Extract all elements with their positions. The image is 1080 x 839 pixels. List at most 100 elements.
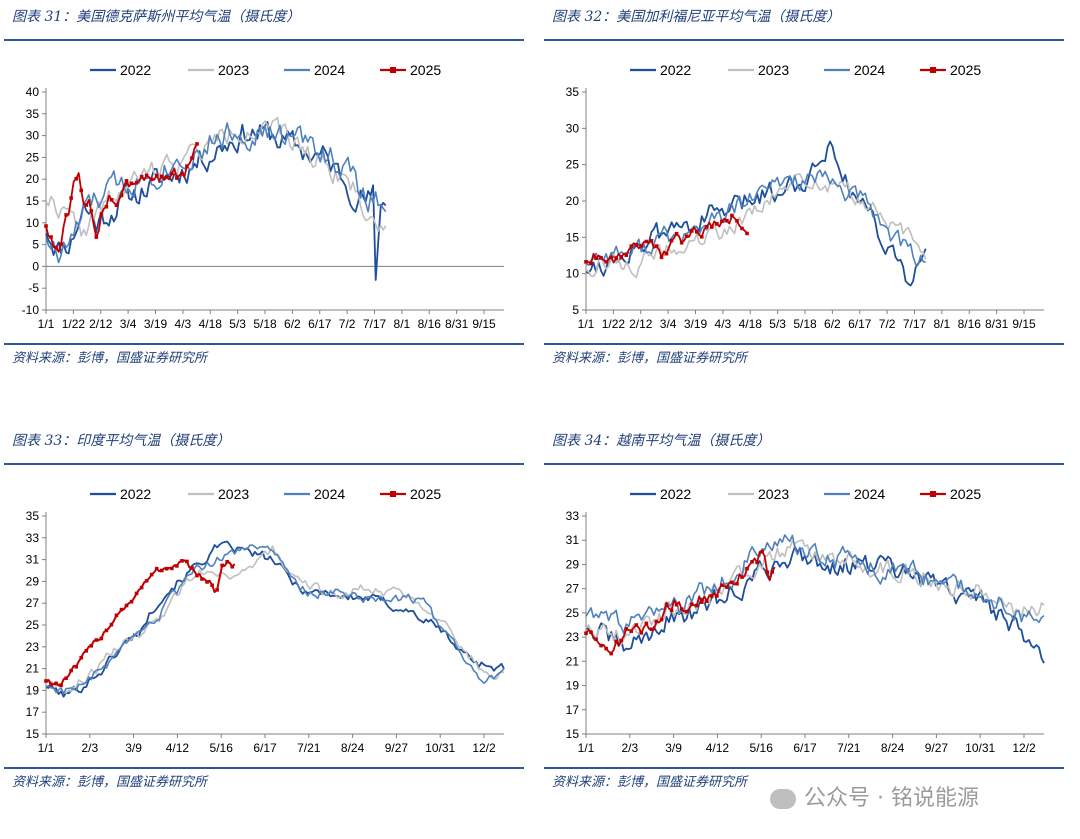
series-marker-2025 <box>175 564 179 568</box>
chart-title: 图表 34：越南平均气温（摄氏度） <box>552 433 771 449</box>
legend-label: 2025 <box>950 486 981 502</box>
series-marker-2025 <box>694 229 699 234</box>
series-marker-2025 <box>180 171 184 176</box>
y-tick-label: 17 <box>26 705 40 719</box>
series-marker-2025 <box>740 575 744 579</box>
series-marker-2025 <box>674 231 679 236</box>
series-marker-2025 <box>205 580 209 584</box>
legend-label: 2024 <box>314 486 345 502</box>
x-tick-label: 6/2 <box>284 317 301 331</box>
legend-label: 2025 <box>950 62 981 78</box>
y-tick-label: 27 <box>566 582 580 596</box>
series-marker-2025 <box>669 238 674 243</box>
watermark: 公众号 · 铭说能源 <box>770 780 979 812</box>
y-tick-label: 35 <box>26 509 40 523</box>
series-marker-2025 <box>649 238 654 243</box>
series-marker-2025 <box>674 602 679 607</box>
title-rule <box>4 39 524 41</box>
x-tick-label: 2/12 <box>89 317 113 331</box>
series-marker-2025 <box>609 255 613 260</box>
series-marker-2025 <box>149 572 154 577</box>
series-line-2025 <box>45 143 198 253</box>
series-marker-2025 <box>629 244 634 248</box>
y-tick-label: 10 <box>26 216 40 230</box>
y-tick-label: -5 <box>28 281 39 295</box>
series-marker-2025 <box>64 213 68 217</box>
series-marker-2025 <box>619 255 624 260</box>
y-tick-label: 15 <box>26 194 40 208</box>
series-marker-2025 <box>59 683 63 687</box>
series-marker-2025 <box>69 196 73 200</box>
legend-marker <box>930 67 936 73</box>
series-marker-2025 <box>170 171 174 176</box>
legend-label: 2023 <box>218 62 249 78</box>
y-tick-label: 23 <box>566 630 580 644</box>
series-marker-2025 <box>715 222 719 226</box>
x-tick-label: 8/24 <box>341 741 365 755</box>
series-marker-2025 <box>134 591 139 596</box>
series-marker-2025 <box>79 188 84 193</box>
series-marker-2025 <box>720 583 724 587</box>
title-rule <box>4 463 524 465</box>
series-marker-2025 <box>180 559 184 563</box>
series-marker-2025 <box>654 244 659 248</box>
series-marker-2025 <box>124 603 129 608</box>
legend-item: 2022 <box>630 62 691 78</box>
legend-item: 2023 <box>188 486 249 502</box>
legend-label: 2024 <box>854 62 885 78</box>
y-tick-label: 21 <box>566 654 580 668</box>
legend-marker <box>390 491 396 497</box>
y-tick-label: 29 <box>26 574 40 588</box>
title-rule <box>544 39 1064 41</box>
x-tick-label: 8/16 <box>418 317 442 331</box>
series-marker-2025 <box>94 638 99 642</box>
series-marker-2025 <box>664 602 669 607</box>
x-tick-label: 8/16 <box>958 317 982 331</box>
y-tick-label: 25 <box>26 618 40 632</box>
series-marker-2025 <box>745 231 749 236</box>
legend-item: 2022 <box>630 486 691 502</box>
x-tick-label: 1/1 <box>578 741 595 755</box>
x-tick-label: 5/18 <box>793 317 817 331</box>
legend-item: 2025 <box>920 62 981 78</box>
series-marker-2025 <box>164 566 169 571</box>
series-marker-2025 <box>64 676 68 680</box>
series-marker-2025 <box>634 243 639 247</box>
legend-label: 2024 <box>314 62 345 78</box>
series-marker-2025 <box>89 643 94 648</box>
legend-item: 2022 <box>90 62 151 78</box>
x-tick-label: 6/17 <box>308 317 332 331</box>
series-marker-2025 <box>604 646 608 651</box>
series-marker-2025 <box>149 177 154 182</box>
series-marker-2025 <box>710 594 714 598</box>
series-marker-2025 <box>114 203 119 207</box>
series-marker-2025 <box>624 627 629 631</box>
series-marker-2025 <box>195 142 199 146</box>
source-rule <box>544 767 1064 769</box>
x-tick-label: 8/1 <box>934 317 951 331</box>
series-line-2022 <box>585 545 1045 664</box>
series-marker-2025 <box>54 245 58 250</box>
series-marker-2025 <box>589 630 593 635</box>
series-line-2022 <box>585 140 927 287</box>
series-marker-2025 <box>740 226 744 231</box>
source-note: 资料来源：彭博，国盛证券研究所 <box>12 351 208 366</box>
y-tick-label: 20 <box>26 172 40 186</box>
title-rule <box>544 463 1064 465</box>
chart-title: 图表 32：美国加利福尼亚平均气温（摄氏度） <box>552 9 841 25</box>
legend-item: 2022 <box>90 486 151 502</box>
series-marker-2025 <box>720 219 724 224</box>
series-line-2024 <box>585 534 1045 634</box>
series-marker-2025 <box>84 203 89 207</box>
x-tick-label: 10/31 <box>965 741 995 755</box>
chart-panel-california: 图表 32：美国加利福尼亚平均气温（摄氏度） 5 10 15 20 25 30 35 1/1 1… <box>544 0 1064 410</box>
x-tick-label: 3/4 <box>120 317 137 331</box>
series-marker-2025 <box>139 585 144 590</box>
series-marker-2025 <box>104 204 109 209</box>
series-marker-2025 <box>89 209 94 213</box>
series-line-2023 <box>45 116 387 237</box>
series-marker-2025 <box>699 600 704 604</box>
x-tick-label: 2/3 <box>621 741 638 755</box>
y-tick-label: -10 <box>22 303 40 317</box>
